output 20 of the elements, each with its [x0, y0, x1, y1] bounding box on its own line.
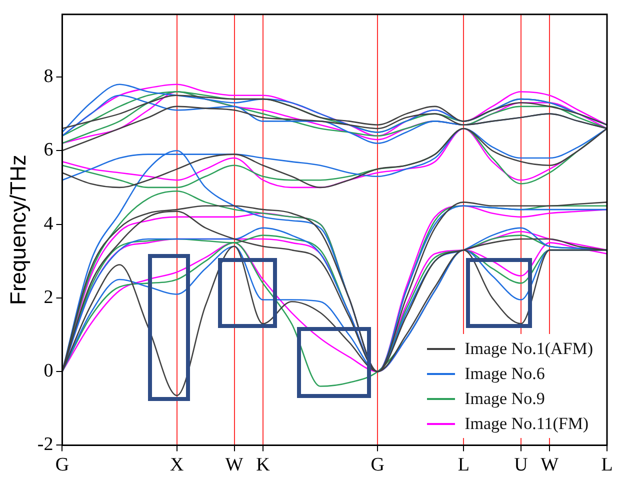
- y-tick-label: -2: [37, 434, 54, 456]
- x-tick-label: G: [370, 454, 385, 476]
- x-tick-label: W: [225, 454, 244, 476]
- y-tick-label: 4: [44, 213, 54, 234]
- x-tick-label: L: [458, 454, 470, 476]
- legend-label: Image No.11(FM): [464, 413, 589, 435]
- y-tick-label: 0: [44, 360, 54, 382]
- x-tick-label: U: [514, 454, 528, 476]
- x-tick-label: L: [601, 454, 613, 476]
- x-tick-label: G: [55, 454, 70, 476]
- y-tick-label: 6: [44, 140, 54, 161]
- y-tick-label: 2: [44, 286, 54, 308]
- y-tick-label: 8: [44, 66, 54, 87]
- x-tick-label: W: [540, 454, 559, 476]
- legend-label: Image No.9: [464, 388, 545, 410]
- y-axis-title: Frequency/THz: [5, 154, 30, 305]
- x-tick-label: K: [256, 454, 270, 476]
- x-tick-label: X: [170, 454, 184, 476]
- legend-label: Image No.1(AFM): [464, 338, 593, 360]
- legend-label: Image No.6: [464, 363, 545, 385]
